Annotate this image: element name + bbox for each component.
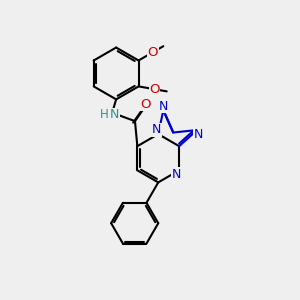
Text: N: N <box>172 168 182 181</box>
Text: O: O <box>147 46 158 59</box>
Text: N: N <box>152 124 161 136</box>
Text: N: N <box>159 100 168 113</box>
Text: N: N <box>110 108 119 121</box>
Text: O: O <box>149 83 160 96</box>
Text: O: O <box>140 98 150 110</box>
Text: H: H <box>100 108 109 121</box>
Text: N: N <box>194 128 203 141</box>
